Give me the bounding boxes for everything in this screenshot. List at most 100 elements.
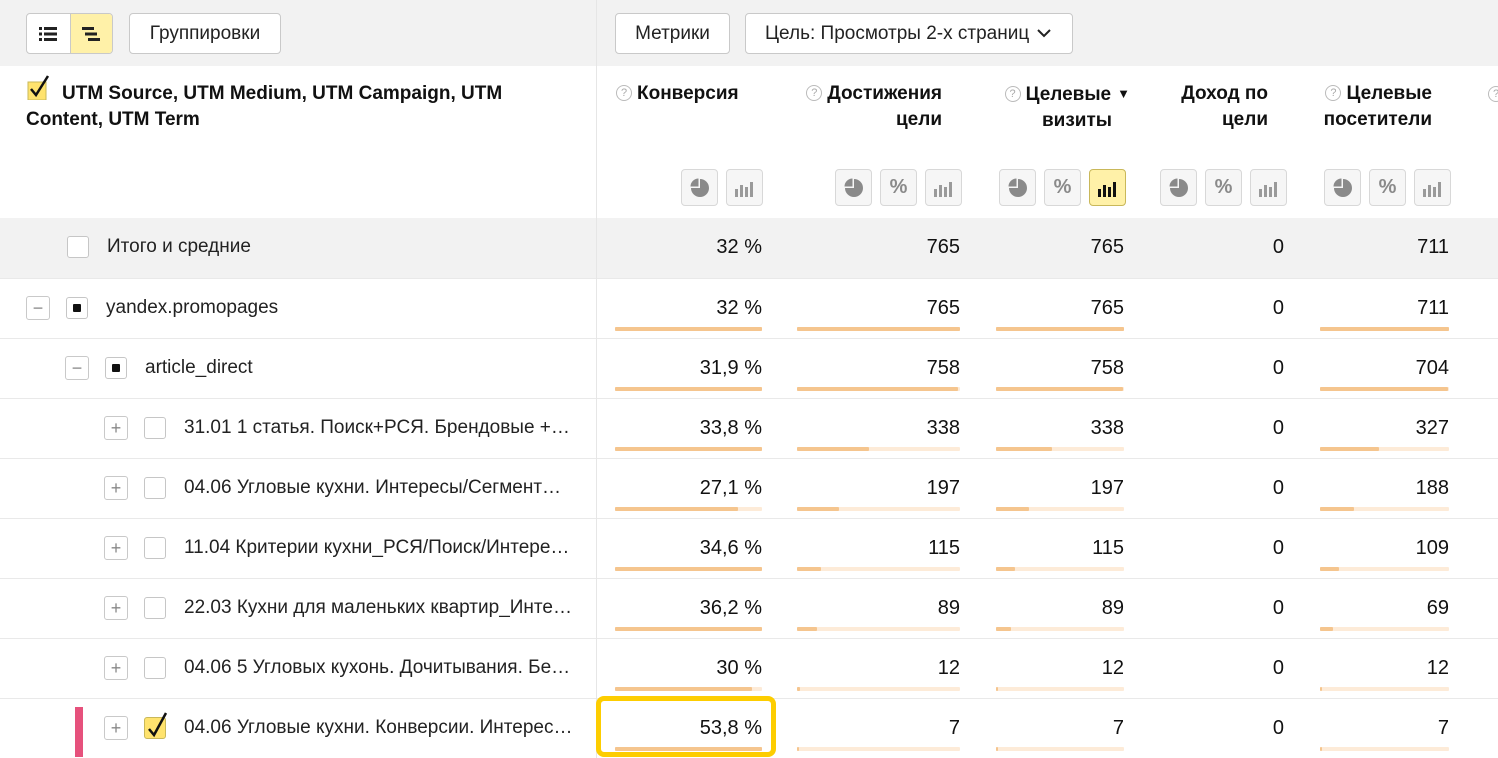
column-header-conversion[interactable]: ? Конверсия [616,81,744,107]
value-bar-track [797,627,960,631]
row-label: article_direct [145,357,253,378]
table-row[interactable]: +31.01 1 статья. Поиск+РСЯ. Брендовые +…… [0,398,1498,458]
help-icon[interactable]: ? [1325,85,1342,101]
row-label-cell: − article_direct [65,339,253,397]
value-bar-fill [996,687,998,691]
collapse-icon[interactable]: − [26,296,50,320]
value-bar-track [797,387,960,391]
chevron-down-icon [1037,29,1051,38]
table-row[interactable]: +04.06 Угловые кухни. Интересы/Сегмент… 2… [0,458,1498,518]
tree-view-button[interactable] [69,14,112,53]
table-row[interactable]: − yandex.promopages 32 % 765 765 0 711 [0,278,1498,338]
bar-chart-button[interactable] [925,169,962,206]
cell-goal-revenue: 0 [1272,597,1284,619]
value-bar-fill [996,507,1029,511]
value-bar-fill [797,567,821,571]
value-bar-fill [615,447,762,451]
table-row[interactable]: − article_direct 31,9 % 758 758 0 704 [0,338,1498,398]
column-header-goal-visits[interactable]: ? Целевые ▼ визиты [990,81,1130,134]
help-icon[interactable]: ? [1488,86,1498,102]
percent-button[interactable]: % [1205,169,1242,206]
percent-button[interactable]: % [880,169,917,206]
goal-select[interactable]: Цель: Просмотры 2-х страниц [745,13,1073,54]
value-bar-track [615,447,762,451]
column-header-goal-visitors[interactable]: ? Целевые посетители [1300,81,1432,133]
column-view-buttons [681,169,763,206]
sort-desc-icon[interactable]: ▼ [1117,86,1130,101]
pie-chart-button[interactable] [681,169,718,206]
expand-icon[interactable]: + [104,596,128,620]
value-bar-fill [615,387,762,391]
row-checkbox[interactable] [144,597,166,619]
row-label: yandex.promopages [106,297,279,318]
bar-chart-button[interactable] [1089,169,1126,206]
percent-icon: % [1053,176,1072,198]
select-all-checkbox[interactable] [27,75,50,102]
cell-goal-revenue: 0 [1272,357,1284,379]
row-checkbox[interactable] [144,477,166,499]
cell-goal-revenue: 0 [1272,417,1284,439]
value-bar-fill [797,327,960,331]
expand-icon[interactable]: + [104,416,128,440]
table-row[interactable]: +04.06 5 Угловых кухонь. Дочитывания. Бе… [0,638,1498,698]
column-view-buttons: % [999,169,1126,206]
table-row[interactable]: +11.04 Критерии кухни_РСЯ/Поиск/Интере… 3… [0,518,1498,578]
bar-chart-button[interactable] [1414,169,1451,206]
row-checkbox[interactable] [144,537,166,559]
cell-conversion: 31,9 % [699,357,762,379]
groupings-button[interactable]: Группировки [129,13,281,54]
row-checkbox[interactable] [144,417,166,439]
row-checkbox[interactable] [144,657,166,679]
row-checkbox[interactable] [66,297,88,319]
expand-icon[interactable]: + [104,536,128,560]
help-icon[interactable]: ? [616,85,632,101]
row-label-cell: +04.06 Угловые кухни. Интересы/Сегмент… [104,459,561,517]
percent-button[interactable]: % [1369,169,1406,206]
bar-chart-button[interactable] [726,169,763,206]
value-bar-track [615,567,762,571]
value-bar-track [615,327,762,331]
value-bar-fill [615,687,752,691]
bar-chart-button[interactable] [1250,169,1287,206]
help-icon[interactable]: ? [806,85,823,101]
cell-conversion: 34,6 % [699,537,762,559]
value-bar-fill [797,747,799,751]
value-bar-track [996,327,1124,331]
table-row[interactable]: +22.03 Кухни для маленьких квартир_Инте…… [0,578,1498,638]
pie-chart-button[interactable] [1324,169,1361,206]
column-header-goal-revenue[interactable]: Доход по цели [1150,81,1268,133]
row-checkbox[interactable] [67,236,89,258]
row-checkbox[interactable] [105,357,127,379]
cell-goal-visits: 7 [1112,717,1124,739]
bar-chart-icon [1258,181,1277,197]
percent-icon: % [1378,176,1397,198]
cell-goal-visits: 765 [1090,236,1124,258]
cell-goal-revenue: 0 [1272,236,1284,258]
expand-icon[interactable]: + [104,476,128,500]
totals-row[interactable]: Итого и средние 32 % 765 765 0 711 [0,218,1498,278]
bar-chart-icon [734,181,753,197]
expand-icon[interactable]: + [104,656,128,680]
checkmark-icon [148,712,168,738]
pie-chart-button[interactable] [999,169,1036,206]
row-color-marker [75,707,83,757]
value-bar-track [1320,387,1449,391]
cell-goal-visits: 758 [1090,357,1124,379]
row-label-cell: − yandex.promopages [26,279,278,337]
value-bar-track [996,747,1124,751]
toolbar-right: Метрики Цель: Просмотры 2-х страниц [597,0,1498,66]
row-checkbox[interactable] [144,712,168,739]
column-header-goal-reaches[interactable]: ? Достижения цели [790,81,942,133]
cell-conversion: 27,1 % [699,477,762,499]
column-title: Целевые [1346,83,1432,104]
pie-chart-button[interactable] [835,169,872,206]
expand-icon[interactable]: + [104,716,128,740]
pie-chart-button[interactable] [1160,169,1197,206]
value-bar-fill [797,687,800,691]
collapse-icon[interactable]: − [65,356,89,380]
flat-list-view-button[interactable] [27,14,70,53]
percent-button[interactable]: % [1044,169,1081,206]
metrics-button[interactable]: Метрики [615,13,730,54]
help-icon[interactable]: ? [1004,86,1021,102]
goal-select-label: Цель: Просмотры 2-х страниц [765,22,1030,44]
